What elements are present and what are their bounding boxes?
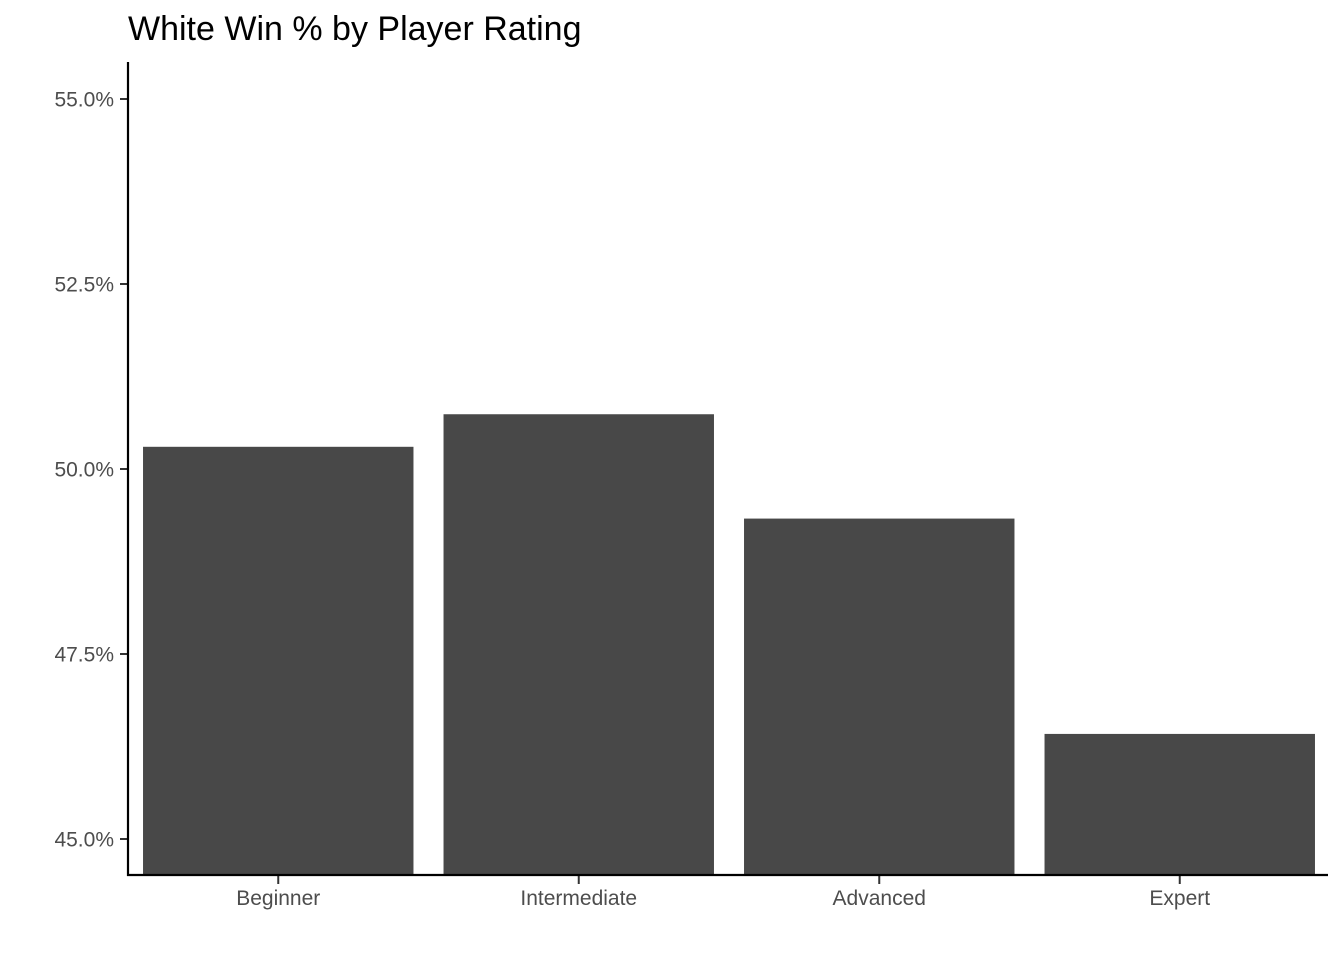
x-tick-label: Beginner: [236, 887, 320, 910]
y-tick-label: 50.0%: [54, 459, 114, 482]
y-tick-label: 55.0%: [54, 89, 114, 112]
x-tick-label: Advanced: [833, 887, 926, 910]
chart-title: White Win % by Player Rating: [128, 10, 582, 48]
bar-beginner: [143, 446, 414, 876]
y-axis-ticks: 45.0% 47.5% 50.0% 52.5% 55.0%: [54, 89, 128, 852]
bars: [143, 414, 1315, 876]
x-tick-label: Expert: [1149, 887, 1210, 910]
x-axis-ticks: Beginner Intermediate Advanced Expert: [236, 876, 1210, 910]
y-tick-label: 52.5%: [54, 274, 114, 297]
x-tick-label: Intermediate: [520, 887, 637, 910]
bar-advanced: [744, 518, 1015, 876]
y-tick-label: 47.5%: [54, 644, 114, 667]
y-tick-label: 45.0%: [54, 829, 114, 852]
bar-expert: [1044, 733, 1315, 876]
bar-intermediate: [443, 414, 714, 876]
